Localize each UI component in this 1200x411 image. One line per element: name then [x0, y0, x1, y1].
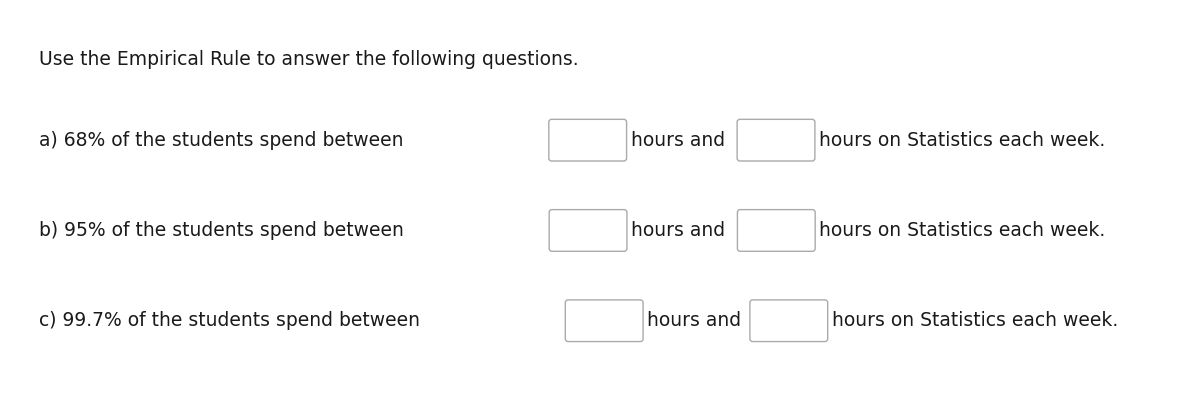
Text: Use the Empirical Rule to answer the following questions.: Use the Empirical Rule to answer the fol…: [38, 50, 578, 69]
Text: hours and: hours and: [631, 221, 725, 240]
Text: hours and: hours and: [647, 311, 742, 330]
Text: a) 68% of the students spend between: a) 68% of the students spend between: [38, 131, 403, 150]
FancyBboxPatch shape: [738, 210, 815, 251]
Text: hours on Statistics each week.: hours on Statistics each week.: [820, 221, 1105, 240]
FancyBboxPatch shape: [737, 119, 815, 161]
FancyBboxPatch shape: [565, 300, 643, 342]
Text: hours and: hours and: [631, 131, 725, 150]
FancyBboxPatch shape: [750, 300, 828, 342]
FancyBboxPatch shape: [548, 119, 626, 161]
Text: hours on Statistics each week.: hours on Statistics each week.: [820, 131, 1105, 150]
FancyBboxPatch shape: [550, 210, 626, 251]
Text: b) 95% of the students spend between: b) 95% of the students spend between: [38, 221, 403, 240]
Text: c) 99.7% of the students spend between: c) 99.7% of the students spend between: [38, 311, 420, 330]
Text: hours on Statistics each week.: hours on Statistics each week.: [832, 311, 1118, 330]
